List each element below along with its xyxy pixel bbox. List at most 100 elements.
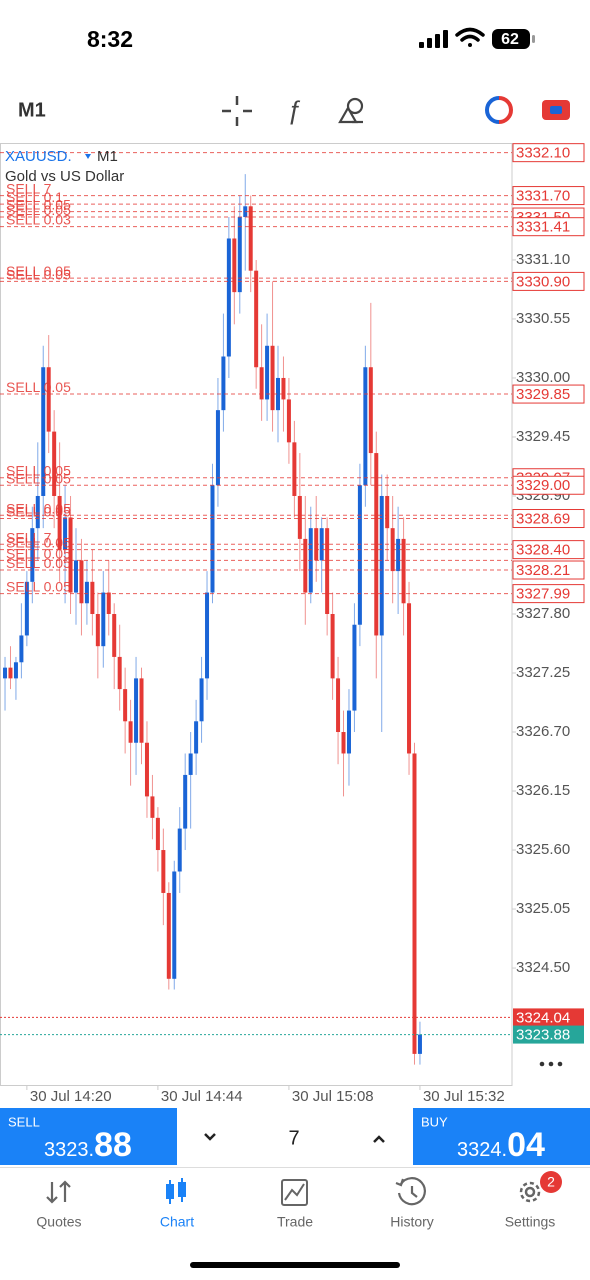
order-label: SELL 7 xyxy=(6,529,52,545)
volume-up[interactable] xyxy=(373,1135,385,1143)
sell-price-main: 3323. xyxy=(44,1139,94,1161)
candle-body xyxy=(172,871,177,979)
tab-label[interactable]: Trade xyxy=(277,1214,313,1230)
tab-label[interactable]: Quotes xyxy=(36,1214,81,1230)
order-label: SELL 0.05 xyxy=(6,500,71,516)
tab-label[interactable]: Settings xyxy=(505,1214,556,1230)
candle-body xyxy=(276,377,281,411)
candle-body xyxy=(232,238,237,293)
order-price-box xyxy=(512,584,585,604)
candle-body xyxy=(79,560,84,604)
candle-body xyxy=(13,662,18,679)
candle-body xyxy=(134,678,139,743)
objects-button[interactable] xyxy=(338,97,364,124)
candle-body xyxy=(385,495,390,529)
tab-label[interactable]: Chart xyxy=(160,1214,194,1230)
symbol[interactable]: XAUUSD. xyxy=(5,148,72,165)
bid-box xyxy=(513,1025,584,1044)
x-tick-label: 30 Jul 15:08 xyxy=(292,1088,374,1105)
buy-price-pips: 04 xyxy=(507,1126,545,1164)
order-label: SELL 0.05 xyxy=(6,535,71,551)
candle-body xyxy=(407,603,412,754)
candle-body xyxy=(363,367,368,486)
battery-icon: 62 xyxy=(492,29,535,49)
badge-count: 2 xyxy=(547,1174,555,1190)
candle-body xyxy=(346,710,351,754)
clock: 8:32 xyxy=(87,26,133,52)
candle-body xyxy=(254,270,259,368)
ask-box xyxy=(513,1008,584,1027)
candle-body xyxy=(46,367,51,432)
timeframe-button[interactable]: M1 xyxy=(18,99,46,121)
order-label: SELL 0.05 xyxy=(6,504,71,520)
y-tick-label: 3325.05 xyxy=(516,900,570,917)
candle-body xyxy=(401,538,406,604)
order-label: SELL 0.03 xyxy=(6,212,71,228)
order-price-label: 3331.41 xyxy=(516,219,570,236)
order-label: SELL 0.05 xyxy=(6,379,71,395)
indicators-button[interactable]: ƒ xyxy=(287,95,301,125)
candle-body xyxy=(336,678,341,733)
candle-body xyxy=(341,732,346,754)
order-price-label: 3332.10 xyxy=(516,145,570,162)
buy-price-main: 3324. xyxy=(457,1139,507,1161)
order-price-label: 3330.90 xyxy=(516,273,570,290)
more-button[interactable] xyxy=(539,1061,563,1067)
candle-body xyxy=(73,560,78,593)
volume-down[interactable] xyxy=(204,1133,216,1141)
wifi-icon xyxy=(455,27,485,47)
tab-label[interactable]: History xyxy=(390,1214,434,1230)
symbol-dropdown[interactable] xyxy=(85,154,91,159)
y-tick-label: 3326.70 xyxy=(516,723,570,740)
order-price-label: 3328.69 xyxy=(516,510,570,527)
candle-body xyxy=(368,367,373,454)
trade-button[interactable] xyxy=(485,96,513,124)
order-label: SELL 0.05 xyxy=(6,579,71,595)
candle-body xyxy=(41,367,46,496)
order-price-label: 3328.21 xyxy=(516,562,570,579)
candle-body xyxy=(325,528,330,614)
candle-body xyxy=(226,238,231,357)
candle-body xyxy=(259,367,264,400)
candle-body xyxy=(270,345,275,411)
quotes-icon xyxy=(46,1180,71,1204)
order-price-label: 3327.99 xyxy=(516,586,570,603)
y-tick-label: 3327.25 xyxy=(516,664,570,681)
buy-button[interactable] xyxy=(413,1108,590,1165)
candle-body xyxy=(161,850,166,893)
crosshair-button[interactable] xyxy=(222,96,252,126)
order-price-box xyxy=(512,509,585,529)
order-label: SELL 0.05 xyxy=(6,197,71,213)
home-indicator xyxy=(190,1262,400,1268)
candle-body xyxy=(357,485,362,625)
candle-body xyxy=(210,485,215,593)
order-price-box xyxy=(512,217,585,237)
candle-body xyxy=(101,592,106,647)
candle-body xyxy=(123,689,128,722)
y-tick-label: 3325.60 xyxy=(516,841,570,858)
candle-body xyxy=(379,495,384,636)
volume[interactable]: 7 xyxy=(288,1127,299,1149)
account-button[interactable] xyxy=(542,100,570,120)
order-price-box xyxy=(512,143,585,163)
candle-body xyxy=(412,753,417,1054)
settings-icon xyxy=(519,1181,541,1203)
x-tick-label: 30 Jul 15:32 xyxy=(423,1088,505,1105)
buy-price: 3324.04 xyxy=(457,1126,545,1164)
order-price-box xyxy=(512,475,585,495)
order-label: SELL 0.05 xyxy=(6,266,71,282)
candle-body xyxy=(194,721,199,754)
order-price-label: 3328.40 xyxy=(516,542,570,559)
sell-button[interactable] xyxy=(0,1108,177,1165)
candle-body xyxy=(215,410,220,486)
candle-body xyxy=(63,517,68,550)
candle-body xyxy=(374,453,379,636)
y-tick-label: 3330.00 xyxy=(516,369,570,386)
candle-body xyxy=(150,796,155,818)
chart: 3331.103330.553330.003329.453328.903327.… xyxy=(0,143,585,1105)
order-price-label: 3329.85 xyxy=(516,386,570,403)
candle-body xyxy=(30,528,35,582)
order-label: SELL 7 xyxy=(6,181,52,197)
x-tick-label: 30 Jul 14:44 xyxy=(161,1088,243,1105)
